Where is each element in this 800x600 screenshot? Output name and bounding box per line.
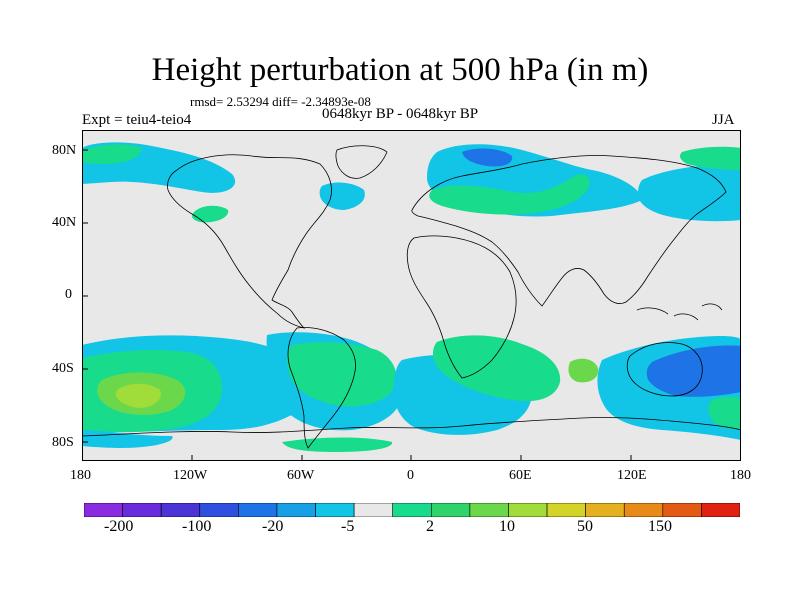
colorbar-cell <box>623 503 664 517</box>
colorbar-label: 50 <box>577 518 593 535</box>
anomaly-patch <box>462 148 513 167</box>
anomaly-patch <box>679 146 741 170</box>
colorbar-cell <box>392 503 432 517</box>
coastline-africa <box>406 235 517 379</box>
colorbar-cell <box>662 503 702 517</box>
lon-label-120w: 120W <box>173 468 208 483</box>
colorbar-cell <box>84 503 123 517</box>
chart-title: Height perturbation at 500 hPa (in m) <box>151 52 649 88</box>
coastline-north-america <box>167 154 332 329</box>
coastline-australia <box>626 342 703 397</box>
lon-label-180e: 180 <box>730 468 751 483</box>
anomaly-patch <box>568 358 599 383</box>
colorbar-label: -20 <box>262 518 284 535</box>
coastlines <box>82 145 741 449</box>
coastline-antarctica <box>82 417 741 437</box>
colorbar-label: 150 <box>648 518 672 535</box>
colorbar-cell <box>199 503 239 517</box>
experiment-label: Expt = teiu4-teio4 <box>82 112 192 128</box>
anomaly-patch <box>429 174 590 215</box>
lat-label-40n: 40N <box>52 215 77 230</box>
colorbar-cell <box>508 503 548 517</box>
height-perturbation-map <box>82 130 741 461</box>
lon-label-60e: 60E <box>509 468 532 483</box>
anomaly-patch <box>82 144 142 164</box>
colorbar-label: -5 <box>341 518 355 535</box>
colorbar-label: 10 <box>499 518 515 535</box>
colorbar-label: 2 <box>426 518 434 535</box>
anomaly-patch <box>82 430 173 448</box>
coastline-europe-asia <box>411 155 727 307</box>
anomaly-patch <box>319 182 365 210</box>
colorbar-cell <box>276 503 316 517</box>
map-ticks <box>82 149 741 461</box>
lon-label-120e: 120E <box>617 468 647 483</box>
colorbar-label: -200 <box>104 518 134 535</box>
lon-label-180w: 180 <box>70 468 91 483</box>
anomaly-patch <box>192 205 229 223</box>
period-label: 0648kyr BP - 0648kyr BP <box>322 106 479 122</box>
coastline-greenland <box>335 145 388 179</box>
lat-label-80n: 80N <box>52 143 77 158</box>
colorbar-cell <box>701 503 740 517</box>
lat-label-0: 0 <box>65 287 72 302</box>
anomaly-patch <box>115 383 162 408</box>
season-label: JJA <box>712 112 735 128</box>
colorbar <box>84 503 740 517</box>
colorbar-cell <box>430 503 471 517</box>
anomaly-patch <box>282 437 393 452</box>
colorbar-label: -100 <box>182 518 212 535</box>
anomaly-patch <box>479 340 502 358</box>
stats-label: rmsd= 2.53294 diff= -2.34893e-08 <box>190 94 371 109</box>
anomaly-patch <box>646 345 741 397</box>
coastline-south-america <box>287 327 356 449</box>
anomaly-patch <box>287 342 397 407</box>
lon-label-60w: 60W <box>287 468 315 483</box>
colorbar-cell <box>238 503 278 517</box>
colorbar-cell <box>353 503 394 517</box>
lat-label-40s: 40S <box>52 361 74 376</box>
colorbar-cell <box>469 503 509 517</box>
anomaly-patch <box>708 396 741 429</box>
colorbar-cell <box>122 503 162 517</box>
coastline-indonesia <box>636 303 723 321</box>
colorbar-cell <box>585 503 625 517</box>
anomaly-patch <box>432 335 561 402</box>
colorbar-cell <box>160 503 201 517</box>
lon-label-0: 0 <box>407 468 414 483</box>
colorbar-cell <box>546 503 586 517</box>
colorbar-cell <box>315 503 355 517</box>
lat-label-80s: 80S <box>52 435 74 450</box>
